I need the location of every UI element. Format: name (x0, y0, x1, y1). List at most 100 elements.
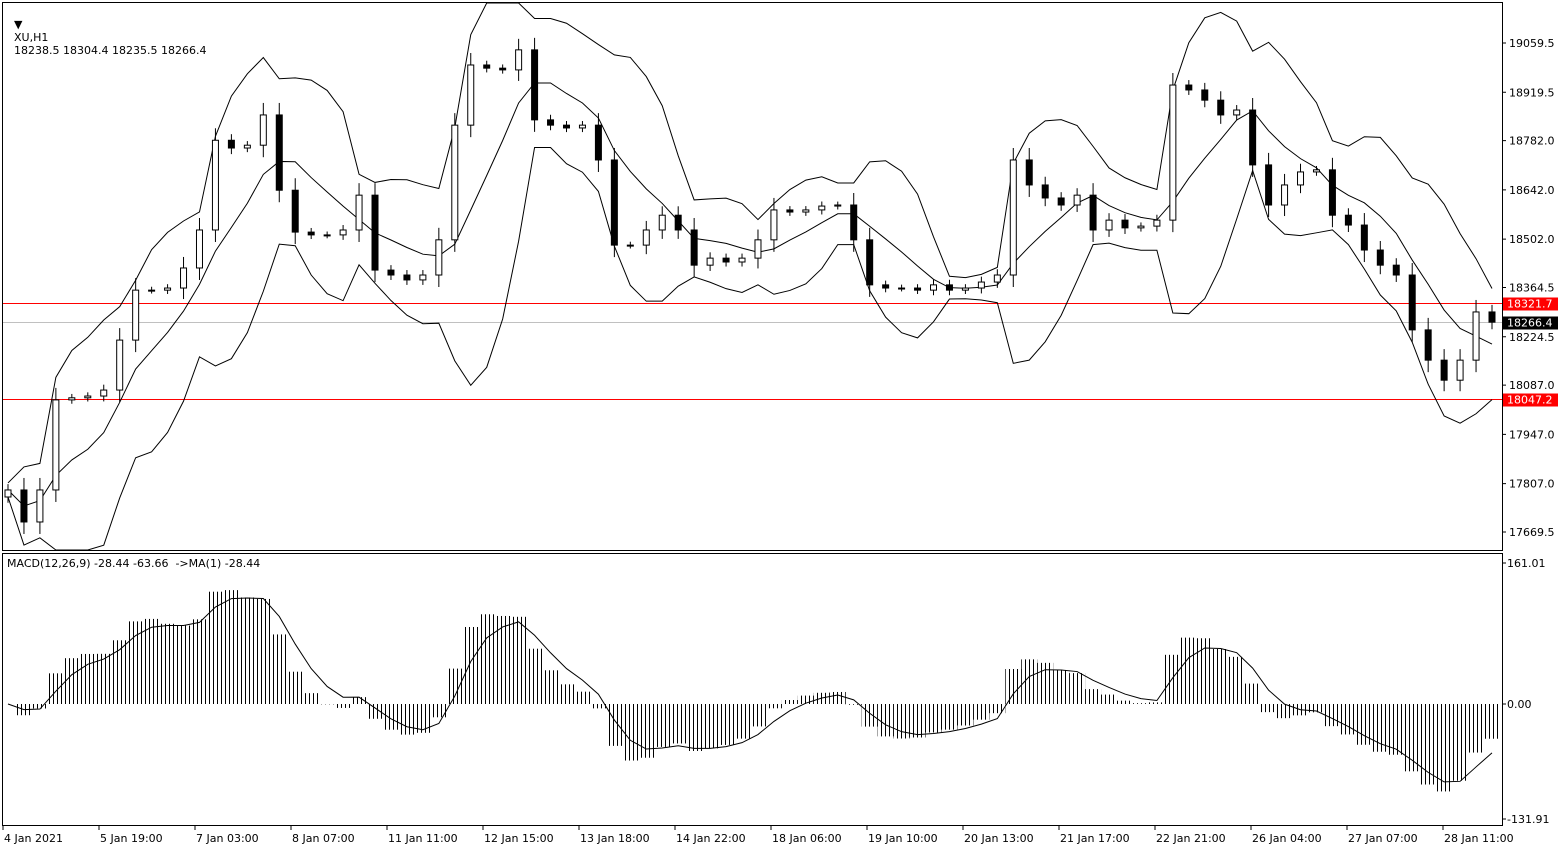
candle-body (435, 239, 443, 276)
candle-body (786, 209, 794, 213)
macd-histogram-bar (1132, 703, 1149, 704)
candle-body (1265, 164, 1273, 206)
main-panel-border (2, 2, 1503, 551)
candle-body (850, 204, 858, 241)
macd-histogram-bar (382, 704, 399, 730)
chart-header: ▼ XU,H1 18238.5 18304.4 18235.5 18266.4 (7, 5, 206, 57)
bb-lower-line (7, 146, 1493, 551)
macd-histogram-bar (1324, 704, 1341, 727)
candle-body (1025, 159, 1033, 186)
macd-histogram-bar (478, 614, 495, 704)
x-tick-label: 14 Jan 22:00 (676, 832, 746, 845)
macd-histogram-bar (398, 704, 415, 735)
candle-body (227, 139, 235, 149)
macd-histogram-bar (255, 598, 272, 704)
macd-histogram-bar (1101, 694, 1118, 704)
candle-body (132, 289, 140, 341)
candle-body (658, 214, 666, 231)
macd-histogram-bar (893, 704, 910, 739)
macd-histogram-bar (239, 597, 256, 704)
candle-body (770, 209, 778, 241)
candle-body (961, 287, 969, 291)
macd-y-tick-label: -131.91 (1507, 813, 1549, 826)
macd-histogram-bar (367, 704, 383, 719)
candle-body (738, 257, 746, 263)
level-label: 18047.2 (1507, 394, 1553, 407)
x-tick-label: 18 Jan 06:00 (772, 832, 842, 845)
macd-histogram-bar (1164, 654, 1181, 704)
candle-body (1121, 219, 1129, 229)
ohlc-values: 18238.5 18304.4 18235.5 18266.4 (14, 44, 207, 57)
macd-histogram-bar (1069, 673, 1086, 704)
macd-histogram-bar (1276, 704, 1293, 719)
candle-body (323, 234, 331, 237)
candle-body (339, 229, 347, 236)
menu-triangle-icon[interactable]: ▼ (14, 18, 23, 31)
candle-body (467, 64, 475, 126)
candle-body (515, 49, 523, 71)
macd-histogram-bar (287, 671, 304, 704)
candle-body (1312, 169, 1320, 173)
candle-body (882, 284, 890, 289)
macd-histogram-bar (1212, 649, 1229, 704)
candle-body (977, 281, 985, 289)
candle-body (1408, 274, 1416, 331)
macd-histogram-bar (638, 704, 655, 758)
candle-body (387, 269, 395, 276)
candle-body (834, 204, 842, 207)
macd-histogram-bar (1037, 662, 1054, 704)
macd-histogram-bar (829, 691, 846, 704)
level-label-bg (1503, 393, 1558, 407)
macd-histogram-bar (175, 625, 192, 704)
y-tick-label: 17807.0 (1509, 478, 1555, 491)
macd-histogram-bar (1005, 669, 1022, 704)
macd-histogram-bar (462, 626, 479, 704)
macd-histogram-bar (542, 670, 559, 704)
candle-body (84, 395, 92, 399)
candle-body (259, 114, 267, 146)
macd-histogram-bar (1148, 702, 1165, 704)
x-tick-label: 13 Jan 18:00 (580, 832, 650, 845)
macd-histogram-bar (1308, 704, 1325, 713)
macd-histogram-bar (1053, 670, 1070, 704)
candle-body (1328, 169, 1336, 216)
candle-body (594, 124, 602, 161)
macd-histogram-bar (207, 591, 224, 704)
candle-body (403, 274, 411, 281)
candle-body (52, 399, 60, 491)
macd-histogram-bar (271, 634, 288, 704)
candle-body (148, 289, 156, 292)
macd-histogram-bar (223, 590, 240, 704)
candle-body (355, 194, 363, 231)
candle-body (36, 489, 44, 523)
macd-histogram-bar (47, 673, 64, 704)
candle-body (1392, 264, 1400, 276)
candle-body (1201, 89, 1209, 101)
macd-signal-line (7, 597, 1493, 783)
macd-histogram-bar (430, 704, 447, 718)
macd-histogram-bar (973, 704, 990, 720)
macd-histogram-bar (63, 658, 80, 704)
macd-histogram-bar (941, 704, 958, 730)
candle-body (866, 239, 874, 286)
macd-histogram-bar (702, 704, 719, 749)
candle-body (1041, 184, 1049, 199)
macd-histogram-bar (1085, 689, 1102, 704)
candle-body (626, 244, 634, 247)
macd-histogram-bar (686, 704, 703, 751)
candle-body (1073, 194, 1081, 206)
macd-histogram-bar (1244, 683, 1261, 704)
candle-body (275, 114, 283, 191)
macd-histogram-bar (31, 704, 48, 709)
macd-histogram-bar (1260, 704, 1277, 713)
candle-body (1137, 225, 1145, 229)
macd-histogram-bar (1117, 700, 1133, 704)
macd-histogram-bar (1372, 704, 1389, 752)
y-tick-label: 18642.0 (1509, 184, 1555, 197)
y-tick-label: 18502.0 (1509, 233, 1555, 246)
candle-body (610, 159, 618, 246)
macd-histogram-bar (845, 704, 862, 705)
macd-histogram-bar (877, 704, 894, 737)
candle-body (1456, 359, 1464, 381)
